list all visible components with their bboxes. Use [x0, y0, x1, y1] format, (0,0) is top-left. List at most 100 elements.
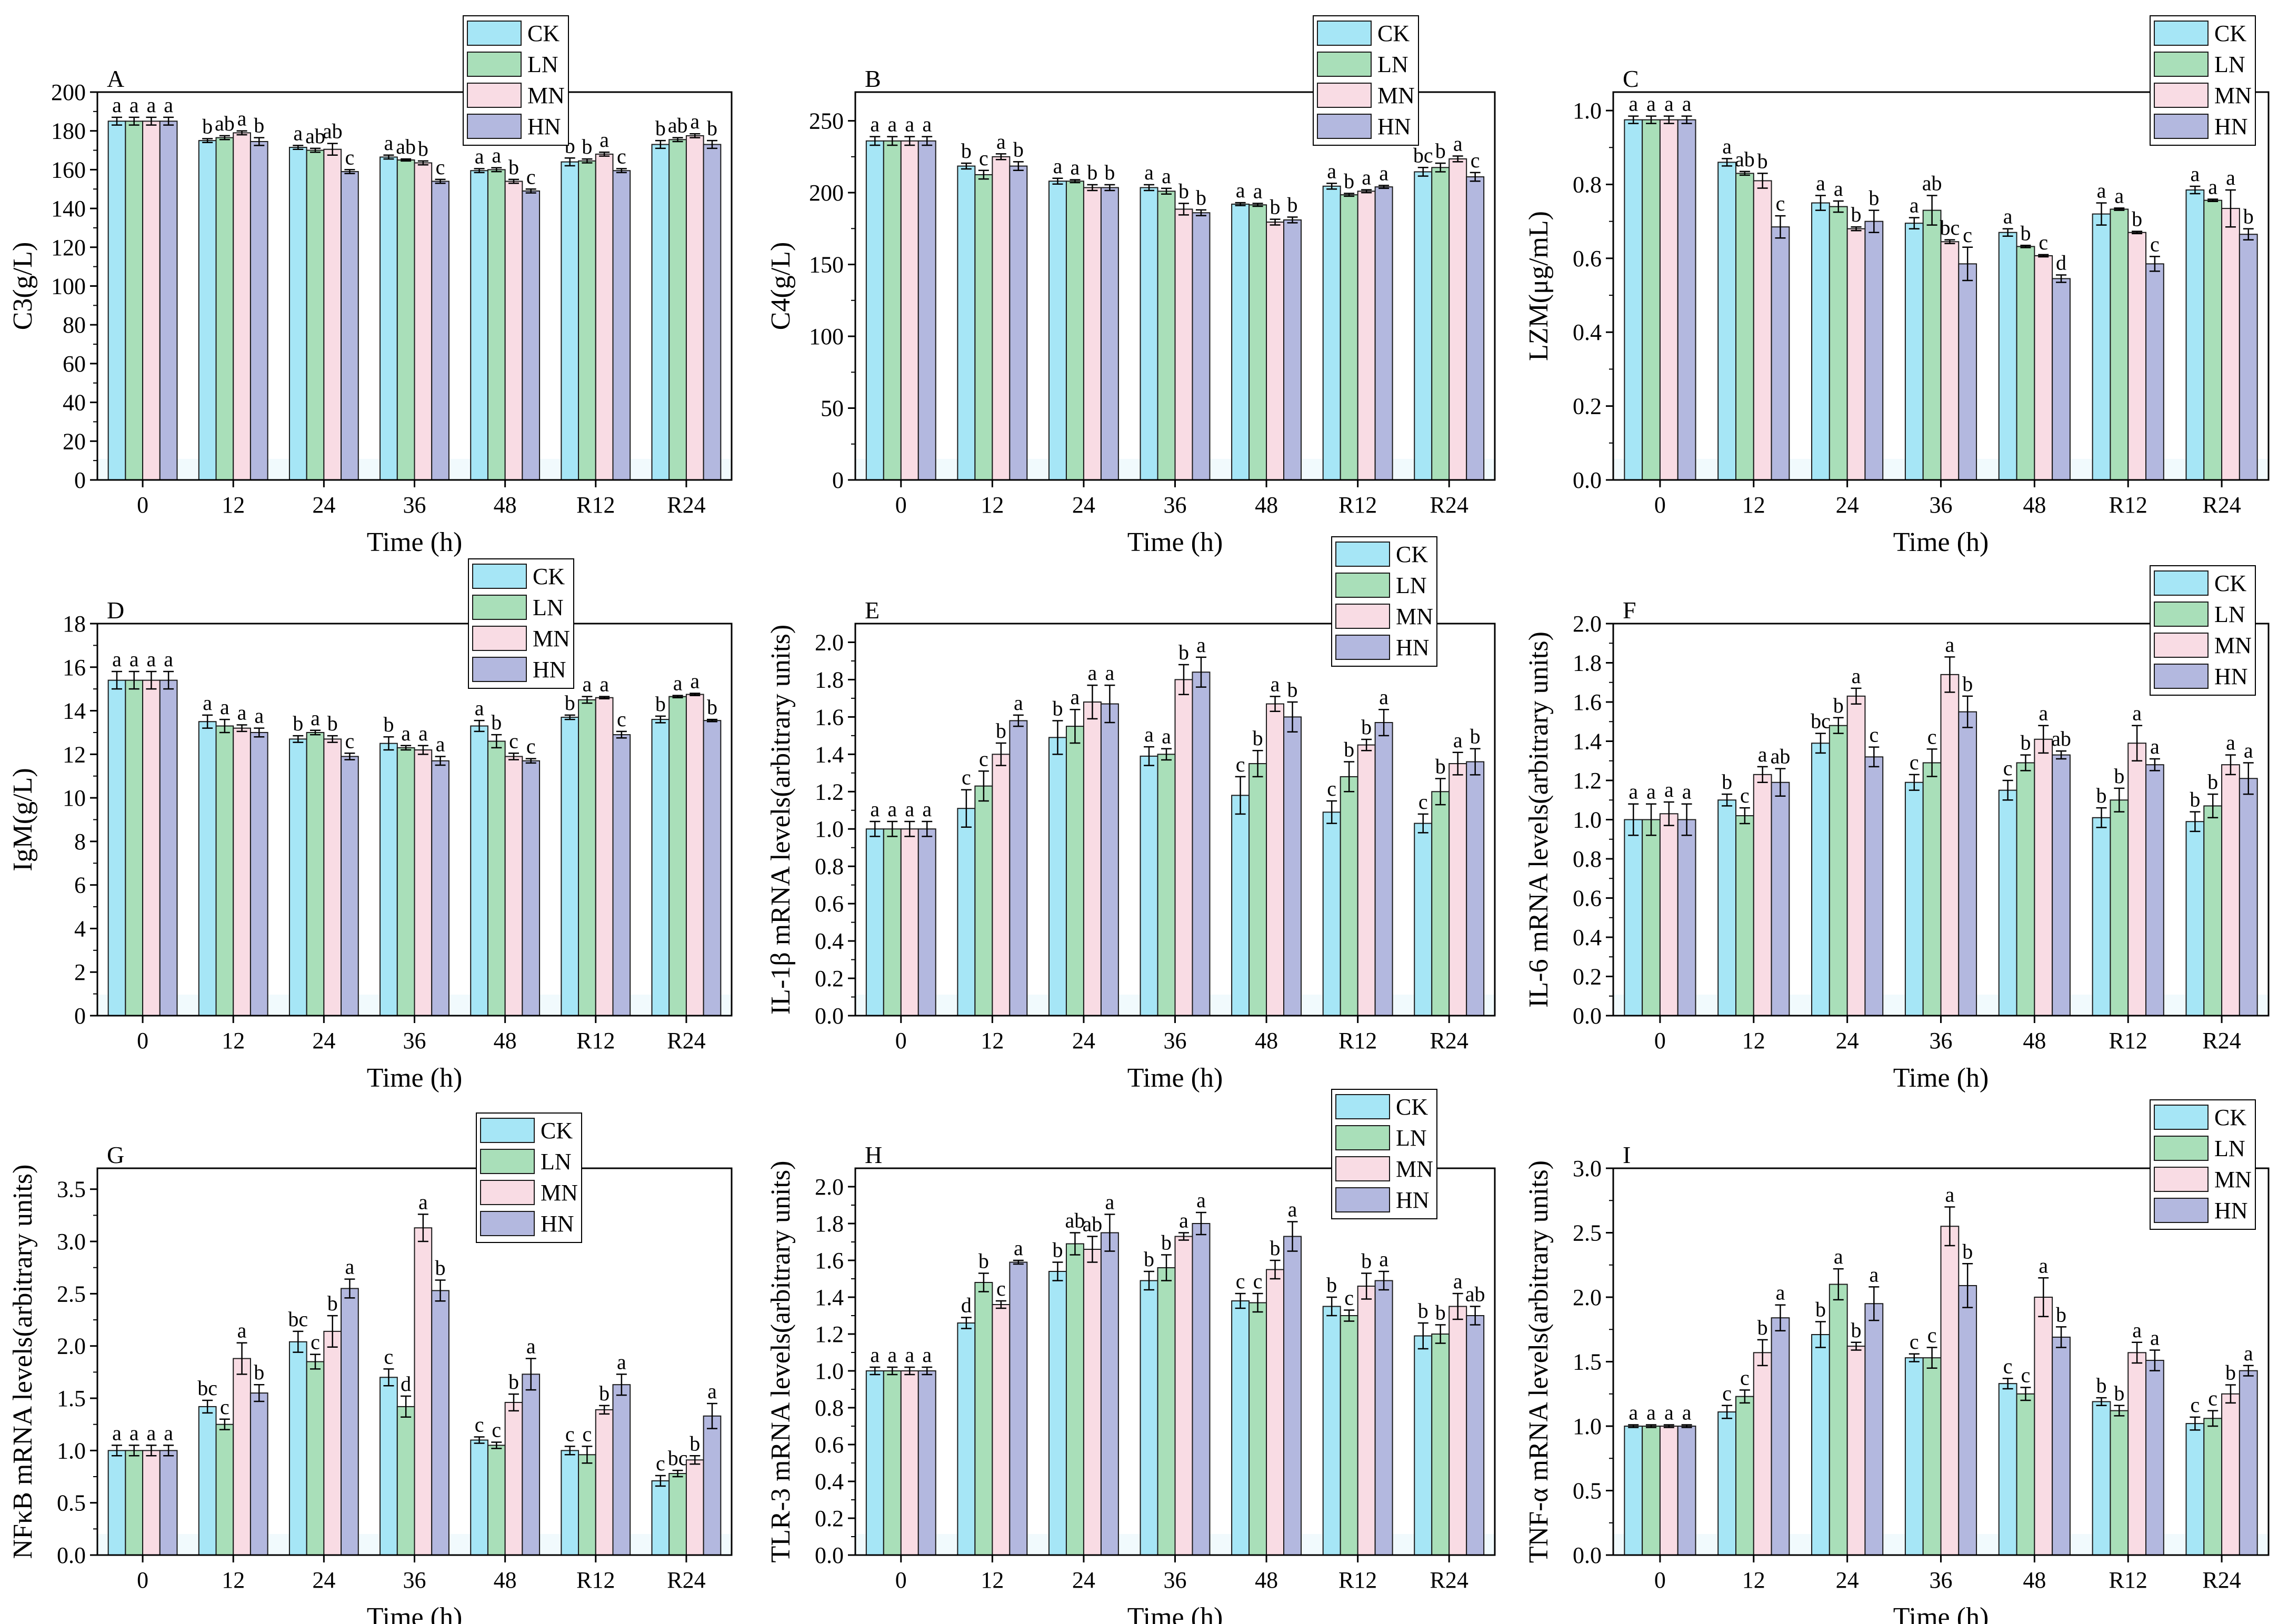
significance-letter: b [1104, 161, 1115, 184]
significance-letter: bc [1940, 216, 1960, 239]
bar-ln [215, 137, 234, 481]
bar-ck [2092, 817, 2111, 1017]
legend-label: LN [2214, 602, 2245, 627]
bar-ln [1340, 194, 1358, 480]
significance-letter: c [475, 1413, 484, 1437]
bar-ln [125, 121, 144, 480]
significance-letter: a [1682, 1401, 1692, 1425]
significance-letter: b [1287, 678, 1298, 701]
significance-letter: a [1776, 1281, 1785, 1305]
bar-ck [470, 725, 488, 1017]
x-axis-label: Time (h) [367, 1602, 463, 1624]
significance-letter: a [690, 669, 700, 693]
y-tick-label: 1.8 [1573, 650, 1602, 676]
significance-letter: b [961, 139, 972, 163]
bar-ck [1811, 202, 1830, 481]
significance-letter: a [475, 145, 484, 168]
bar-mn [233, 132, 251, 480]
significance-letter: b [418, 137, 428, 161]
bar-mn [142, 679, 161, 1016]
bar-ck [1048, 737, 1067, 1016]
bar-hn [1374, 722, 1393, 1016]
significance-letter: a [1628, 780, 1638, 804]
bar-hn [159, 679, 178, 1016]
significance-letter: a [164, 93, 173, 117]
bar-ck [288, 147, 307, 480]
bar-ck [1717, 162, 1736, 481]
bar-ln [215, 725, 234, 1017]
significance-letter: a [2226, 166, 2235, 189]
bar-ck [1140, 755, 1158, 1017]
bar-hn [1958, 1285, 1977, 1556]
bar-mn [323, 738, 342, 1016]
bar-hn [1771, 226, 1790, 480]
bar-hn [431, 1290, 449, 1556]
significance-letter: a [112, 93, 122, 117]
bar-ck [561, 1450, 580, 1556]
y-tick-label: 200 [51, 79, 86, 105]
y-tick-label: 180 [51, 118, 86, 144]
y-axis-label: TLR-3 mRNA levels(arbitrary units) [766, 1161, 796, 1563]
legend-label: CK [533, 564, 565, 589]
bar-ln [1157, 1267, 1176, 1556]
bar-ln [1065, 726, 1084, 1016]
significance-letter: b [1851, 1318, 1862, 1342]
x-tick-label: 24 [1836, 1567, 1859, 1593]
significance-letter: c [1236, 753, 1245, 776]
significance-letter: a [1682, 92, 1692, 116]
significance-letter: a [492, 144, 501, 167]
significance-letter: c [345, 145, 355, 169]
x-tick-label: R12 [576, 1567, 615, 1593]
significance-letter: a [164, 647, 173, 671]
bar-mn [1940, 674, 1960, 1016]
significance-letter: a [1088, 661, 1097, 685]
bar-hn [341, 171, 359, 480]
significance-letter: c [1869, 723, 1879, 747]
legend-swatch-mn [1335, 1156, 1390, 1181]
significance-letter: b [1344, 169, 1354, 193]
y-tick-label: 0.8 [1573, 846, 1602, 872]
bar-hn [2239, 234, 2258, 480]
bar-hn [1677, 1426, 1696, 1556]
y-axis-label: C3(g/L) [8, 242, 38, 330]
significance-letter: a [887, 1343, 897, 1367]
legend-swatch-hn [467, 114, 522, 139]
significance-letter: ab [323, 119, 343, 143]
legend-label: MN [1396, 604, 1433, 629]
bar-mn [1266, 222, 1285, 480]
bar-mn [992, 156, 1011, 481]
bar-ck [198, 1406, 217, 1556]
bar-ln [1065, 181, 1084, 480]
significance-letter: b [1962, 1239, 1973, 1263]
significance-letter: b [1361, 1249, 1372, 1273]
legend-label: CK [1377, 21, 1410, 46]
bar-hn [1466, 176, 1485, 480]
legend-label: HN [533, 657, 566, 683]
bar-ln [578, 1454, 596, 1556]
bar-ln [1065, 1243, 1084, 1556]
y-axis-label: TNF-α mRNA levels(arbitrary units) [1524, 1160, 1554, 1563]
significance-letter: c [2150, 232, 2160, 256]
bar-hn [522, 190, 541, 480]
legend-label: MN [533, 626, 570, 651]
significance-letter: a [922, 1343, 932, 1367]
bar-ck [561, 716, 580, 1016]
bar-ck [1048, 181, 1067, 480]
bar-mn [1659, 119, 1678, 480]
legend-label: MN [527, 83, 565, 108]
bar-ck [379, 156, 398, 480]
x-axis-label: Time (h) [1127, 527, 1223, 557]
bar-ln [2203, 199, 2223, 480]
significance-letter: a [1196, 1188, 1206, 1212]
x-tick-label: R24 [2202, 1028, 2241, 1054]
legend-swatch-ln [472, 595, 527, 620]
significance-letter: a [1379, 1247, 1388, 1271]
bar-ln [2016, 246, 2035, 480]
bar-mn [323, 148, 342, 480]
y-tick-label: 8 [74, 829, 86, 855]
bar-ck [470, 170, 488, 480]
significance-letter: c [1740, 1366, 1750, 1389]
x-tick-label: 12 [981, 492, 1004, 518]
y-tick-label: 2.0 [1573, 1285, 1602, 1310]
